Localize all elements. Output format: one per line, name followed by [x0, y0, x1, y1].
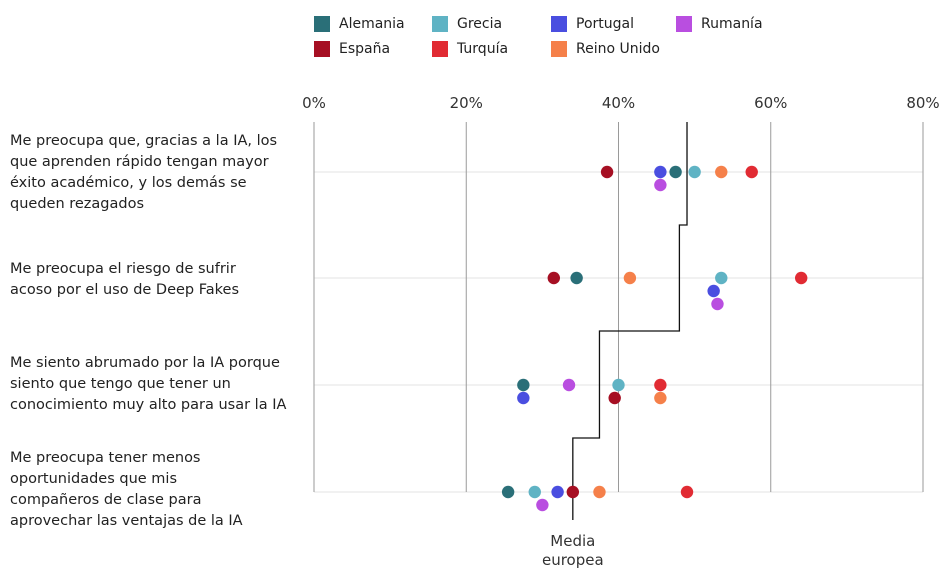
dot-españa [608, 391, 621, 405]
dot-españa [566, 485, 580, 499]
legend-swatch [314, 16, 330, 32]
dot-reino-unido [623, 271, 637, 285]
legend-label: Portugal [576, 16, 634, 32]
dot-reino-unido [593, 485, 606, 499]
legend-item-portugal: Portugal [551, 16, 634, 32]
dot-grecia [688, 165, 701, 179]
dot-portugal [551, 485, 564, 499]
dot-españa [600, 165, 614, 179]
x-tick-label: 40% [602, 94, 635, 112]
dot-turquía [795, 271, 808, 285]
legend-label: Rumanía [701, 16, 763, 32]
legend-item-reino-unido: Reino Unido [551, 41, 660, 57]
legend-swatch [676, 16, 692, 32]
dot-alemania [669, 165, 682, 179]
dot-portugal [654, 165, 667, 179]
x-tick-label: 60% [754, 94, 787, 112]
dot-grecia [612, 378, 625, 392]
legend-swatch [551, 41, 567, 57]
legend-label: Turquía [457, 41, 509, 57]
legend-swatch [551, 16, 567, 32]
dot-alemania [501, 485, 515, 499]
dot-rumanía [536, 498, 549, 512]
dot-portugal [517, 391, 530, 405]
dot-turquía [745, 165, 758, 179]
x-tick-label: 20% [450, 94, 483, 112]
dot-reino-unido [654, 391, 667, 405]
legend-swatch [432, 41, 448, 57]
dot-reino-unido [715, 165, 728, 179]
x-tick-label: 0% [302, 94, 326, 112]
legend-label: Reino Unido [576, 41, 660, 57]
dot-rumanía [562, 378, 576, 392]
dot-rumanía [711, 297, 724, 311]
category-label: Me preocupa tener menos oportunidades qu… [10, 450, 243, 529]
dot-turquía [654, 378, 667, 392]
category-label: Me siento abrumado por la IA porque sien… [10, 355, 287, 413]
legend-label: Grecia [457, 16, 503, 32]
dot-portugal [707, 284, 720, 298]
legend-item-alemania: Alemania [314, 16, 405, 32]
legend-item-españa: España [314, 41, 390, 57]
x-tick-label: 80% [906, 94, 939, 112]
chart-legend: Alemania Grecia Portugal Rumanía España Turqu… [0, 0, 942, 70]
dot-alemania [517, 378, 530, 392]
dot-turquía [680, 485, 694, 499]
average-label: Media [550, 532, 595, 550]
category-label: Me preocupa el riesgo de sufrir acoso po… [10, 261, 239, 298]
dot-alemania [570, 271, 583, 285]
legend-item-grecia: Grecia [432, 16, 502, 32]
legend-label: Alemania [339, 16, 405, 32]
legend-swatch [314, 41, 330, 57]
legend-item-turquía: Turquía [432, 41, 508, 57]
legend-label: España [339, 41, 391, 57]
average-label: europea [542, 551, 604, 568]
dot-grecia [528, 485, 541, 499]
dot-rumanía [654, 178, 667, 192]
legend-swatch [432, 16, 448, 32]
category-label: Me preocupa que, gracias a la IA, los qu… [10, 133, 278, 212]
dot-españa [547, 271, 560, 285]
average-line [572, 122, 688, 520]
legend-item-rumanía: Rumanía [676, 16, 763, 32]
dot-grecia [715, 271, 728, 285]
